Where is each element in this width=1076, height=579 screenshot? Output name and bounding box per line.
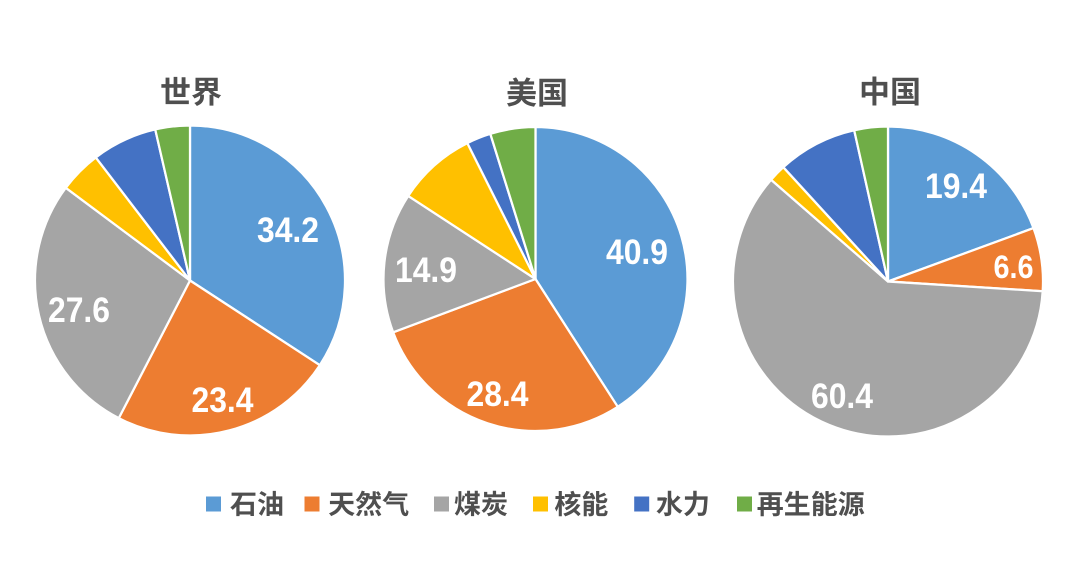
svg-text:40.9: 40.9: [606, 233, 668, 272]
svg-text:14.9: 14.9: [395, 251, 457, 290]
svg-text:27.6: 27.6: [48, 291, 110, 330]
svg-text:6.6: 6.6: [994, 249, 1034, 285]
svg-text:60.4: 60.4: [811, 377, 873, 416]
svg-text:23.4: 23.4: [192, 381, 254, 420]
svg-text:28.4: 28.4: [467, 375, 529, 414]
svg-text:34.2: 34.2: [257, 211, 319, 250]
svg-text:19.4: 19.4: [925, 167, 987, 206]
